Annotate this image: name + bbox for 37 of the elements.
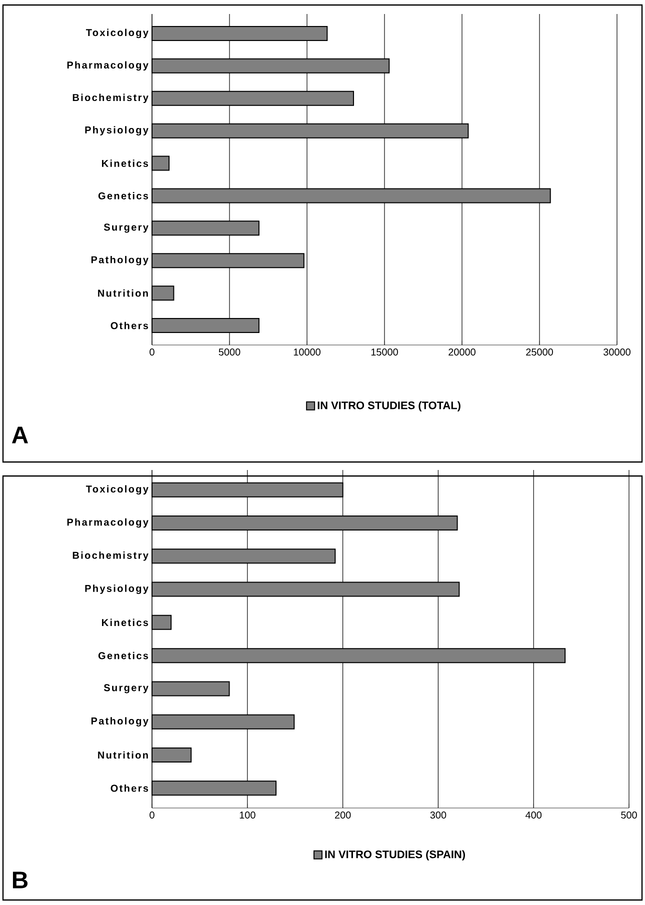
y-tick-label: Pathology	[91, 256, 148, 266]
x-tick-label: 0	[150, 812, 154, 819]
y-tick-label: Physiology	[85, 126, 148, 136]
y-tick-label: Pharmacology	[67, 518, 148, 528]
text: B	[12, 872, 28, 888]
y-tick-label: Biochemistry	[72, 552, 148, 561]
y-tick-label: Kinetics	[102, 160, 148, 167]
x-tick-label: 10000	[294, 348, 320, 356]
y-tick-label: Pathology	[91, 717, 148, 727]
x-tick-label: 0	[150, 348, 154, 356]
legend-label: IN VITRO STUDIES (TOTAL)	[318, 401, 460, 412]
x-tick-label: 200	[334, 812, 351, 819]
x-tick-label: 30000	[604, 348, 630, 356]
y-tick-label: Others	[110, 784, 148, 792]
y-tick-label: Genetics	[98, 192, 148, 200]
y-tick-label: Surgery	[104, 684, 148, 694]
x-tick-label: 20000	[448, 348, 476, 356]
x-tick-label: 100	[240, 812, 256, 819]
x-tick-label: 300	[430, 812, 446, 819]
y-tick-label: Toxicology	[86, 485, 148, 495]
y-tick-label: Nutrition	[98, 289, 148, 297]
y-tick-label: Kinetics	[102, 618, 148, 626]
y-tick-label: Toxicology	[86, 28, 148, 38]
text: A	[12, 426, 28, 444]
x-tick-label: 5000	[218, 348, 240, 356]
y-tick-label: Physiology	[85, 584, 148, 594]
y-tick-label: Surgery	[104, 224, 148, 233]
legend-label: IN VITRO STUDIES (SPAIN)	[325, 850, 465, 860]
x-tick-label: 500	[621, 812, 637, 819]
y-tick-label: Pharmacology	[67, 61, 148, 71]
x-tick-label: 25000	[526, 348, 553, 356]
y-tick-label: Nutrition	[98, 751, 148, 759]
y-tick-label: Biochemistry	[72, 94, 148, 104]
y-tick-label: Genetics	[98, 652, 148, 660]
y-tick-label: Others	[110, 322, 148, 330]
x-tick-label: 15000	[371, 348, 398, 356]
x-tick-label: 400	[526, 812, 542, 819]
